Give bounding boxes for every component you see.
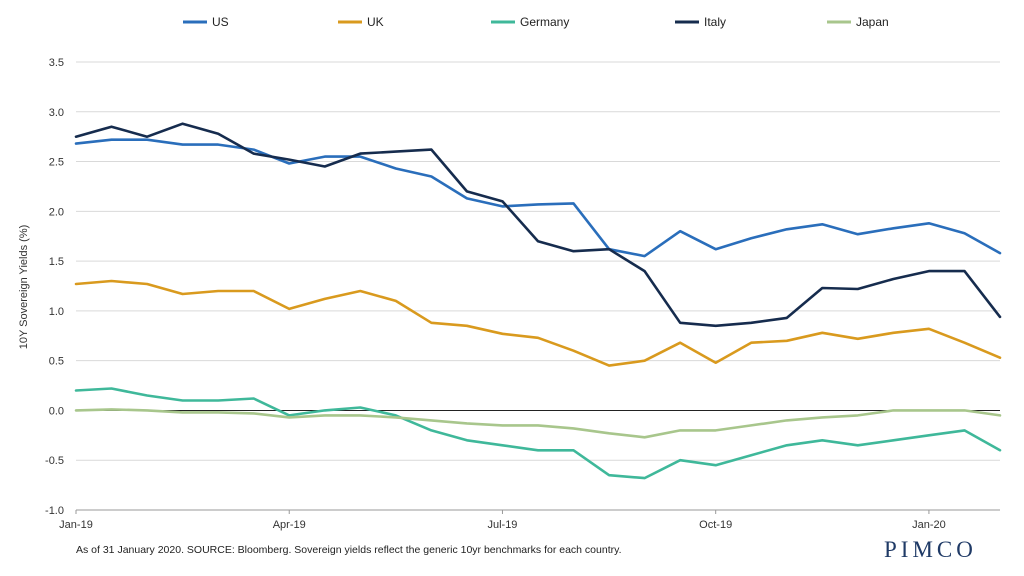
y-tick-label: -1.0 [45,505,64,517]
y-tick-label: -0.5 [45,455,64,467]
series-line-italy [74,122,1002,328]
x-tick-label: Oct-19 [699,519,732,531]
pimco-logo: PIMCO [884,537,977,562]
y-axis-ticks: 3.5 3.0 2.5 2.0 1.5 1.0 0.5 0.0 -0.5 -1.0 [45,57,64,517]
legend-label-italy: Italy [704,15,726,29]
series-line-uk [74,279,1002,367]
x-tick-label: Apr-19 [273,519,306,531]
legend-label-uk: UK [367,15,384,29]
y-tick-label: 0.0 [49,405,64,417]
gridlines [76,61,1000,461]
legend: US UK Germany Italy Japan [183,15,889,29]
y-axis-label: 10Y Sovereign Yields (%) [18,225,30,350]
legend-label-germany: Germany [520,15,569,29]
x-tick-label: Jan-20 [912,519,946,531]
x-tick-label: Jul-19 [487,519,517,531]
x-tick-label: Jan-19 [59,519,93,531]
y-tick-label: 3.5 [49,57,64,69]
footnote: As of 31 January 2020. SOURCE: Bloomberg… [76,544,622,556]
series-line-germany [74,387,1002,480]
y-tick-label: 1.0 [49,306,64,318]
legend-label-japan: Japan [856,15,889,29]
series-line-japan [74,408,1002,439]
series-line-us [74,138,1002,258]
y-tick-label: 2.5 [49,157,64,169]
series-lines [74,122,1002,480]
y-tick-label: 2.0 [49,206,64,218]
y-tick-label: 1.5 [49,256,64,268]
x-axis-ticks: Jan-19 Apr-19 Jul-19 Oct-19 Jan-20 [59,510,946,531]
legend-label-us: US [212,15,229,29]
y-tick-label: 3.0 [49,107,64,119]
y-tick-label: 0.5 [49,356,64,368]
